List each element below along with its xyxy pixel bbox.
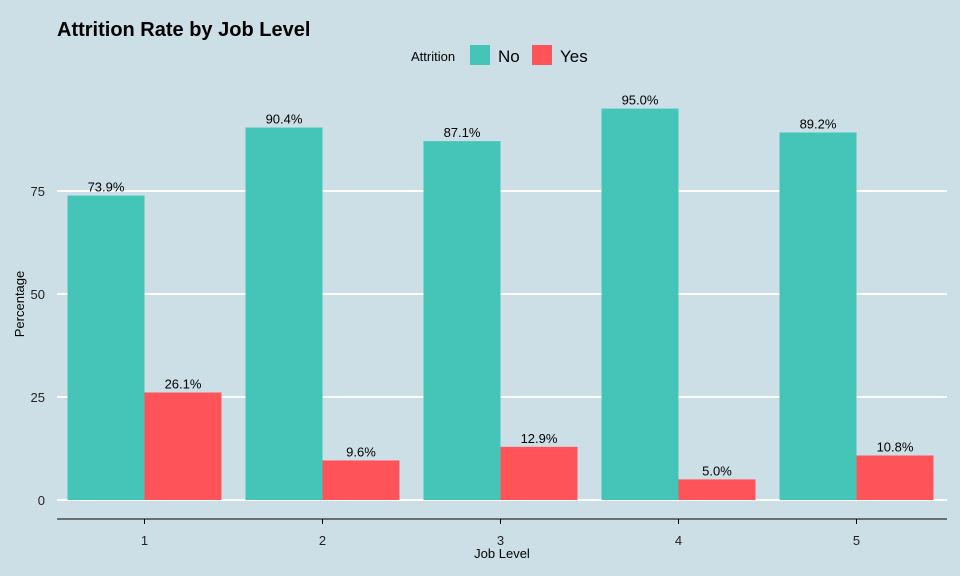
data-label-yes-level-5: 10.8% bbox=[877, 440, 914, 455]
bar-no-level-4 bbox=[601, 108, 679, 500]
data-label-yes-level-1: 26.1% bbox=[165, 376, 202, 391]
legend-swatch-no bbox=[470, 45, 490, 65]
y-tick-label: 0 bbox=[38, 493, 45, 508]
bar-yes-level-5 bbox=[856, 455, 934, 500]
data-label-yes-level-4: 5.0% bbox=[702, 463, 732, 478]
data-label-yes-level-2: 9.6% bbox=[346, 444, 376, 459]
data-label-no-level-3: 87.1% bbox=[444, 125, 481, 140]
data-labels: 73.9% 26.1% 90.4% 9.6% 87.1% 12.9% 95.0% 5.0% 89… bbox=[88, 93, 914, 479]
data-label-no-level-5: 89.2% bbox=[800, 116, 837, 131]
bar-no-level-5 bbox=[779, 132, 857, 500]
legend: Attrition No Yes bbox=[411, 45, 588, 66]
y-tick-label: 50 bbox=[31, 287, 45, 302]
bars bbox=[67, 108, 934, 501]
bar-yes-level-1 bbox=[144, 392, 222, 500]
y-axis-ticks: 0 25 50 75 bbox=[31, 184, 45, 508]
y-axis-title: Percentage bbox=[12, 271, 27, 338]
bar-no-level-3 bbox=[423, 141, 501, 500]
bar-yes-level-2 bbox=[322, 460, 400, 500]
bar-yes-level-3 bbox=[500, 446, 578, 500]
bar-no-level-1 bbox=[67, 195, 145, 501]
x-tick-label: 1 bbox=[141, 533, 148, 548]
x-axis-title: Job Level bbox=[474, 546, 530, 561]
x-tick-label: 5 bbox=[853, 533, 860, 548]
data-label-no-level-2: 90.4% bbox=[266, 112, 303, 127]
y-tick-label: 25 bbox=[31, 390, 45, 405]
legend-label-yes: Yes bbox=[560, 47, 588, 66]
y-tick-label: 75 bbox=[31, 184, 45, 199]
x-tick-label: 3 bbox=[497, 533, 504, 548]
x-tick-label: 4 bbox=[675, 533, 682, 548]
bar-yes-level-4 bbox=[678, 479, 756, 500]
data-label-no-level-4: 95.0% bbox=[622, 93, 659, 108]
x-axis-ticks: 1 2 3 4 5 bbox=[141, 519, 860, 548]
legend-label-no: No bbox=[498, 47, 520, 66]
bar-no-level-2 bbox=[245, 127, 323, 500]
chart-title: Attrition Rate by Job Level bbox=[57, 19, 310, 41]
x-tick-label: 2 bbox=[319, 533, 326, 548]
data-label-no-level-1: 73.9% bbox=[88, 180, 125, 195]
data-label-yes-level-3: 12.9% bbox=[521, 431, 558, 446]
legend-swatch-yes bbox=[532, 45, 552, 65]
legend-title: Attrition bbox=[411, 49, 455, 64]
